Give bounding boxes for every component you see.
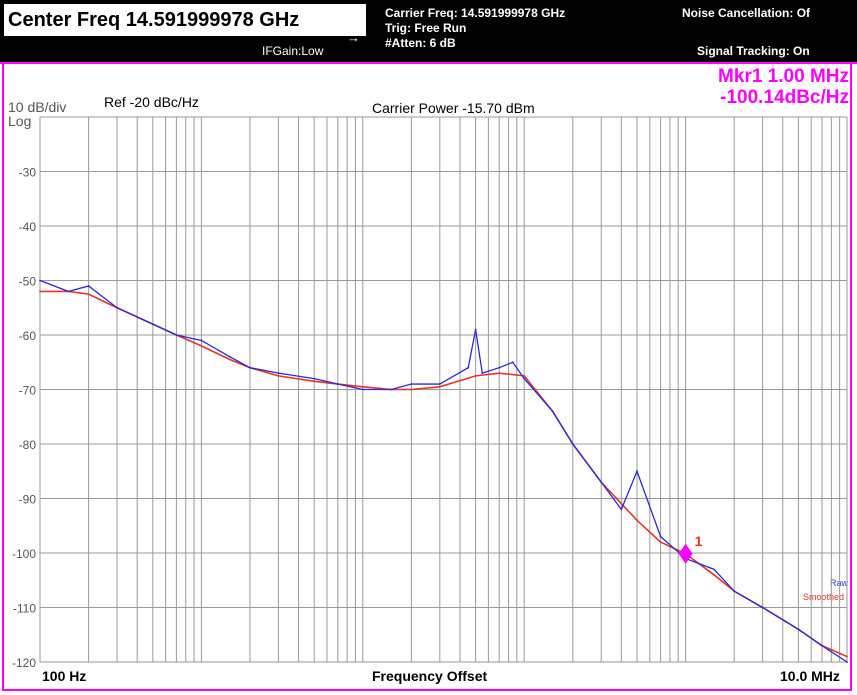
data-point-raw <box>713 568 715 571</box>
data-point-raw <box>438 383 441 385</box>
y-tick-label: -60 <box>19 329 37 343</box>
x-start-label: 100 Hz <box>42 668 87 684</box>
carrier-freq-label: Carrier Freq: 14.591999978 GHz <box>385 6 566 20</box>
data-point-raw <box>797 628 800 631</box>
data-point-raw <box>659 535 662 538</box>
header-separator <box>0 62 857 64</box>
data-point-smoothed <box>410 388 413 391</box>
instrument-header: Center Freq 14.591999978 GHz IFGain:Low … <box>0 0 857 62</box>
data-point-raw <box>474 328 477 331</box>
ref-label: Ref -20 dBc/Hz <box>104 94 199 110</box>
data-point-raw <box>761 606 764 609</box>
data-point-raw <box>200 339 203 342</box>
data-point-raw <box>481 372 484 375</box>
log-label: Log <box>8 113 32 129</box>
ifgain-label: IFGain:Low <box>262 44 324 58</box>
arrow-icon: → <box>347 30 360 45</box>
x-end-label: 10.0 MHz <box>780 668 840 684</box>
data-point-raw <box>116 306 118 309</box>
legend-raw: Raw <box>830 578 849 588</box>
data-point-smoothed <box>498 372 501 375</box>
y-tick-label: -70 <box>19 384 37 398</box>
data-point-smoothed <box>313 380 316 383</box>
legend-smoothed: Smoothed <box>803 592 845 602</box>
data-point-raw <box>636 470 638 473</box>
data-point-raw <box>733 590 736 593</box>
data-point-smoothed <box>438 385 441 388</box>
marker-freq-readout: Mkr1 1.00 MHz <box>718 66 849 87</box>
marker-diamond-icon <box>678 543 693 564</box>
marker-value-readout: -100.14dBc/Hz <box>720 87 849 108</box>
data-point-raw <box>551 410 554 413</box>
y-tick-label: -120 <box>12 656 36 670</box>
data-point-raw <box>571 443 574 445</box>
signal-tracking-label: Signal Tracking: On <box>697 44 810 58</box>
scale-label: 10 dB/div <box>8 99 67 115</box>
data-point-raw <box>313 377 316 380</box>
x-axis-title: Frequency Offset <box>372 668 488 684</box>
data-point-smoothed <box>200 345 203 347</box>
marker-label: 1 <box>695 533 703 549</box>
data-point-raw <box>39 279 41 282</box>
data-point-smoothed <box>636 519 638 522</box>
data-point-raw <box>620 508 623 511</box>
atten-label: #Atten: 6 dB <box>385 36 456 50</box>
data-point-raw <box>151 323 154 325</box>
data-point-raw <box>249 366 251 369</box>
carrier-settings: Carrier Freq: 14.591999978 GHz Trig: Fre… <box>385 6 565 51</box>
noise-cancel-label: Noise Cancellation: Of <box>682 6 811 20</box>
data-point-smoothed <box>277 374 280 377</box>
y-tick-label: -80 <box>19 438 37 452</box>
y-tick-label: -40 <box>19 220 37 234</box>
data-point-smoothed <box>846 655 848 658</box>
data-point-raw <box>175 334 178 336</box>
data-point-raw <box>87 285 90 287</box>
plot-frame <box>2 64 852 691</box>
data-point-smoothed <box>361 385 364 388</box>
data-point-raw <box>498 366 501 369</box>
data-point-raw <box>523 377 526 380</box>
data-point-smoothed <box>474 374 477 377</box>
carrier-power-label: Carrier Power -15.70 dBm <box>372 100 535 116</box>
data-point-raw <box>228 355 231 358</box>
data-point-raw <box>277 372 280 375</box>
data-point-smoothed <box>87 293 90 296</box>
data-point-smoothed <box>713 573 715 576</box>
y-tick-label: -50 <box>19 275 37 289</box>
center-freq-field[interactable]: Center Freq 14.591999978 GHz <box>4 4 366 36</box>
trig-label: Trig: Free Run <box>385 21 467 35</box>
data-point-raw <box>336 383 339 385</box>
data-point-raw <box>821 644 823 647</box>
data-point-raw <box>511 361 514 364</box>
series-line-smoothed <box>40 290 848 658</box>
data-point-smoothed <box>523 374 526 377</box>
data-point-smoothed <box>228 358 231 361</box>
y-tick-label: -30 <box>19 166 37 180</box>
y-tick-label: -90 <box>19 493 37 507</box>
data-point-raw <box>846 661 848 663</box>
series-line-raw <box>39 279 848 663</box>
data-point-smoothed <box>39 290 41 293</box>
y-tick-label: -110 <box>13 602 36 616</box>
y-tick-label: -100 <box>12 547 36 561</box>
data-point-raw <box>67 290 70 293</box>
data-point-raw <box>410 383 413 385</box>
data-point-raw <box>361 388 364 391</box>
data-point-raw <box>467 366 470 369</box>
data-point-smoothed <box>659 541 662 543</box>
data-point-raw <box>600 481 603 484</box>
data-point-raw <box>390 388 393 391</box>
